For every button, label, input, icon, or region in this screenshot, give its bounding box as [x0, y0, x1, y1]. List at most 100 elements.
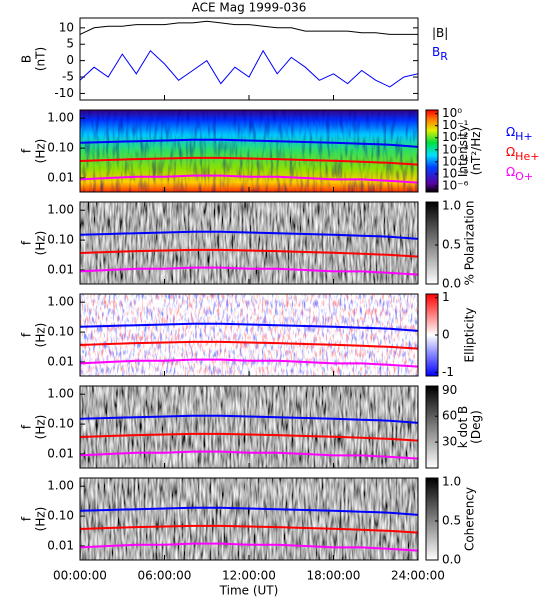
colorbar-tick-label: 10⁻²: [442, 130, 469, 144]
spectrogram-image: [80, 202, 418, 284]
y-axis-label: (nT): [34, 47, 48, 71]
y-tick-label: 0.10: [47, 417, 74, 431]
y-tick-label: 0.01: [47, 354, 74, 368]
colorbar-tick-label: 10⁻⁶: [442, 178, 469, 192]
y-tick-label: 0.01: [47, 538, 74, 552]
y-axis-label: f: [20, 148, 34, 153]
spectrogram-texture: [80, 294, 418, 376]
y-tick-label: -10: [54, 86, 74, 100]
series-line: [79, 506, 419, 516]
legend-name: O+: [515, 170, 533, 183]
colorbar-tick-label: 10⁻³: [442, 142, 469, 156]
series-line: [79, 358, 419, 368]
spectrogram-texture: [80, 110, 418, 192]
colorbar-tick-label: 0: [442, 328, 450, 342]
legend-label: BR: [432, 45, 448, 64]
colorbar-tick-label: 10⁻⁴: [442, 154, 469, 168]
colorbar-label: Ellipticity: [463, 308, 477, 363]
colorbar-tick-label: 0.0: [442, 553, 461, 567]
y-tick-label: 0.10: [47, 509, 74, 523]
spectrogram-image: [80, 386, 418, 468]
y-axis-label: f: [20, 332, 34, 337]
colorbar-tick-label: 90: [442, 383, 457, 397]
colorbar-tick-label: 10⁰: [442, 106, 462, 120]
colorbar-tick-label: 30: [442, 435, 457, 449]
y-axis-label: (Hz): [34, 231, 48, 256]
y-tick-label: 0.10: [47, 141, 74, 155]
y-axis-label: f: [20, 516, 34, 521]
y-tick-label: 1.00: [47, 203, 74, 217]
x-tick-label: 24:00:00: [391, 569, 445, 583]
colorbar-tick-label: 1.0: [442, 198, 461, 212]
y-axis-label: f: [20, 240, 34, 245]
series-line: [79, 230, 419, 240]
series-line: [79, 322, 419, 332]
y-tick-label: 0: [66, 53, 74, 67]
series-line: [79, 156, 419, 166]
y-axis-label: (Hz): [34, 139, 48, 164]
colorbar-tick-label: 10⁻⁵: [442, 166, 469, 180]
y-axis-label: f: [20, 424, 34, 429]
colorbar: [425, 385, 439, 469]
legend-symbol: Ω: [506, 145, 515, 159]
colorbar-tick-label: 0.5: [442, 237, 461, 251]
series-line: [79, 266, 419, 276]
colorbar-tick-label: 1.0: [442, 474, 461, 488]
series-line: [79, 542, 419, 552]
legend-name: He+: [515, 150, 539, 163]
colorbar-tick-label: 1: [442, 290, 450, 304]
chart-title: ACE Mag 1999-036: [192, 1, 307, 15]
legend-label: ΩHe+: [506, 145, 539, 164]
legend-name: |B|: [432, 26, 448, 40]
x-tick-label: 06:00:00: [138, 569, 192, 583]
spectrogram-image: [80, 478, 418, 560]
y-tick-label: 0.10: [47, 325, 74, 339]
series-line: [79, 174, 419, 184]
series-line: [79, 414, 419, 424]
colorbar: [425, 201, 439, 285]
colorbar-tick-label: 0.0: [442, 277, 461, 291]
legend-name: H+: [515, 130, 533, 143]
plot-frame: [79, 17, 419, 101]
colorbar-tick-label: 60: [442, 409, 457, 423]
colorbar: [425, 477, 439, 561]
colorbar-tick-label: 0.5: [442, 513, 461, 527]
y-tick-label: 1.00: [47, 111, 74, 125]
y-axis-label: (Hz): [34, 323, 48, 348]
y-axis-label: (Hz): [34, 507, 48, 532]
colorbar-label: % Polarization: [463, 201, 477, 286]
series-line: [79, 138, 419, 148]
y-tick-label: 1.00: [47, 295, 74, 309]
y-tick-label: 0.10: [47, 233, 74, 247]
colorbar-label: (Deg): [469, 410, 483, 444]
x-tick-label: 12:00:00: [222, 569, 276, 583]
legend-label: ΩO+: [506, 165, 533, 184]
y-tick-label: 1.00: [47, 479, 74, 493]
series-line: [79, 49, 419, 88]
colorbar-label: Intensity: [456, 125, 470, 177]
y-tick-label: 1.00: [47, 387, 74, 401]
series-line: [79, 248, 419, 258]
series-line: [79, 340, 419, 350]
x-tick-label: 18:00:00: [307, 569, 361, 583]
colorbar-tick-label: 10⁻¹: [442, 118, 469, 132]
y-tick-label: 5: [66, 37, 74, 51]
colorbar-label: Coherency: [463, 487, 477, 551]
legend-label: ΩH+: [506, 125, 533, 144]
legend-name: B: [432, 45, 440, 59]
y-tick-label: 0.01: [47, 170, 74, 184]
colorbar-label: (nT²/Hz): [469, 127, 483, 175]
y-tick-label: 0.01: [47, 262, 74, 276]
series-line: [79, 524, 419, 534]
series-line: [79, 20, 418, 35]
series-line: [79, 432, 419, 442]
y-tick-label: 10: [59, 20, 74, 34]
series-line: [79, 450, 419, 460]
x-axis-label: Time (UT): [219, 584, 279, 598]
legend-label: |B|: [432, 26, 448, 40]
legend-symbol: Ω: [506, 125, 515, 139]
legend-symbol: Ω: [506, 165, 515, 179]
x-tick-label: 00:00:00: [53, 569, 107, 583]
y-tick-label: 0.01: [47, 446, 74, 460]
